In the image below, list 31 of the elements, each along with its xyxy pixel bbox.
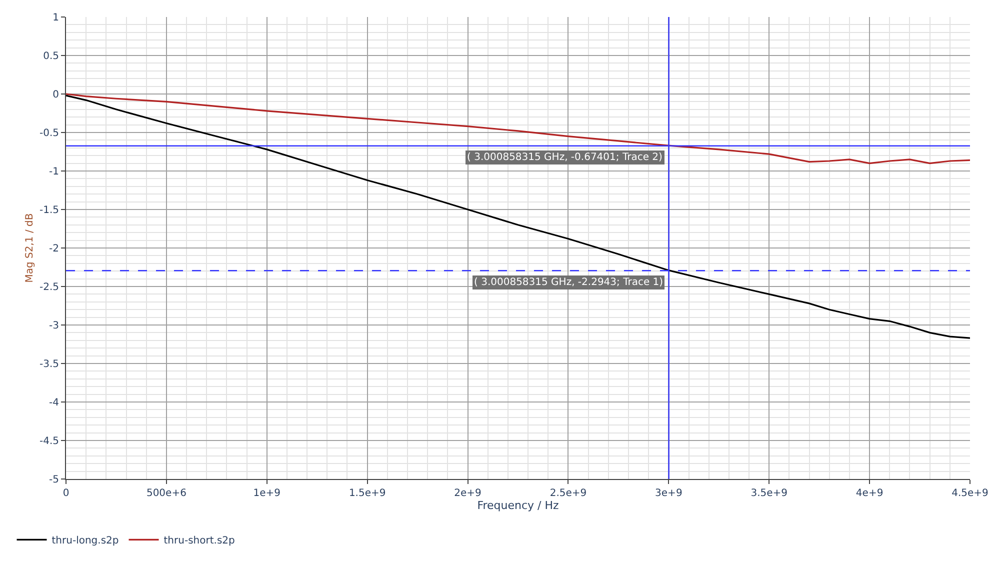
- x-axis-title: Frequency / Hz: [477, 499, 560, 512]
- line-series: [66, 94, 970, 339]
- y-tick-label: -4.5: [39, 436, 59, 447]
- annotation: ( 3.000858315 GHz, -0.67401; Trace 2): [467, 152, 663, 163]
- y-tick-label: -3: [49, 320, 59, 332]
- annotation: ( 3.000858315 GHz, -2.2943; Trace 1): [474, 277, 664, 288]
- y-tick-label: 1: [52, 12, 59, 24]
- line-series: [66, 93, 970, 164]
- y-tick-label: 0.5: [43, 51, 59, 62]
- legend-label: thru-short.s2p: [164, 536, 235, 547]
- y-tick-label: -1: [49, 166, 59, 178]
- x-tick-label: 1.5e+9: [348, 488, 386, 499]
- x-tick-label: 2e+9: [454, 488, 482, 499]
- y-axis-title: Mag S2,1 / dB: [24, 213, 36, 283]
- y-tick-label: -0.5: [39, 128, 59, 139]
- x-tick-label: 3.5e+9: [750, 488, 788, 499]
- x-tick-label: 4e+9: [856, 488, 884, 499]
- x-tick-label: 1e+9: [253, 488, 281, 499]
- y-tick-label: -3.5: [39, 359, 59, 370]
- x-tick-label: 0: [62, 488, 70, 499]
- x-tick-label: 4.5e+9: [952, 488, 988, 499]
- y-tick-label: -2: [49, 244, 59, 254]
- y-tick-label: -5: [49, 474, 59, 486]
- legend-label: thru-long.s2p: [52, 536, 119, 547]
- y-tick-label: -2.5: [39, 282, 59, 293]
- x-tick-label: 2.5e+9: [550, 488, 587, 499]
- y-tick-label: -4: [49, 398, 59, 408]
- x-tick-label: 3e+9: [655, 488, 682, 499]
- x-tick-label: 500e+6: [146, 488, 186, 499]
- y-tick-label: 0: [52, 90, 59, 100]
- y-tick-label: -1.5: [39, 205, 59, 216]
